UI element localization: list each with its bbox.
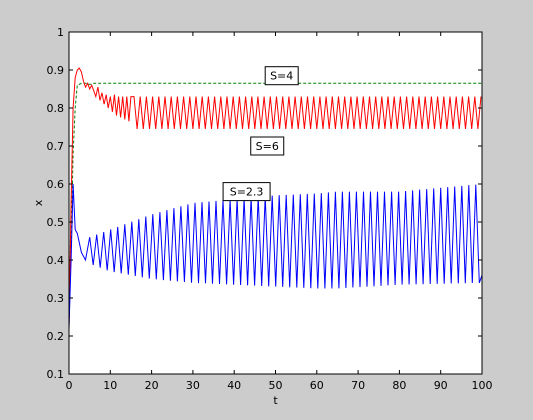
y-tick-label: 0.3 (47, 292, 65, 305)
y-tick-label: 0.4 (47, 254, 65, 267)
annotation-frame (250, 136, 285, 156)
annotation-box: S=2.3 (222, 182, 271, 202)
series-layer (68, 67, 483, 329)
x-tick-label: 60 (310, 379, 324, 392)
annotation-box: S=4 (264, 66, 299, 86)
x-tick-label: 100 (472, 379, 493, 392)
x-axis-label: t (273, 394, 278, 407)
x-tick-label: 0 (66, 379, 73, 392)
x-tick-label: 90 (434, 379, 448, 392)
series-s4-line (68, 82, 482, 329)
y-tick-label: 0.8 (47, 102, 65, 115)
y-tick-label: 0.7 (47, 140, 65, 153)
x-tick-label: 50 (269, 379, 283, 392)
annotation-label: S=2.3 (230, 186, 264, 199)
annotation-frame (264, 66, 299, 86)
y-tick-label: 0.1 (47, 368, 65, 381)
x-tick-label: 70 (351, 379, 365, 392)
x-tick-label: 20 (145, 379, 159, 392)
y-tick-label: 0.6 (47, 178, 65, 191)
annotation-label: S=4 (270, 70, 293, 83)
annotation-frame (222, 182, 271, 202)
x-tick-label: 10 (103, 379, 117, 392)
y-tick-label: 0.5 (47, 216, 65, 229)
series-s23-line (68, 183, 483, 329)
x-tick-label: 30 (186, 379, 200, 392)
series-s6-line (68, 67, 482, 329)
x-tick-label: 80 (392, 379, 406, 392)
annotation-label: S=6 (256, 140, 279, 153)
annotation-box: S=6 (250, 136, 285, 156)
y-tick-label: 1 (57, 26, 64, 39)
y-axis-label: x (32, 199, 45, 206)
ticks-layer: 0 10 20 30 40 50 60 70 80 90 100 0.1 0.2 0.3 0.4 0.5 0.6… (47, 26, 493, 392)
y-tick-label: 0.2 (47, 330, 65, 343)
y-tick-label: 0.9 (47, 64, 65, 77)
x-tick-label: 40 (227, 379, 241, 392)
annotations-layer: S=4 S=6 S=2.3 (222, 66, 299, 202)
